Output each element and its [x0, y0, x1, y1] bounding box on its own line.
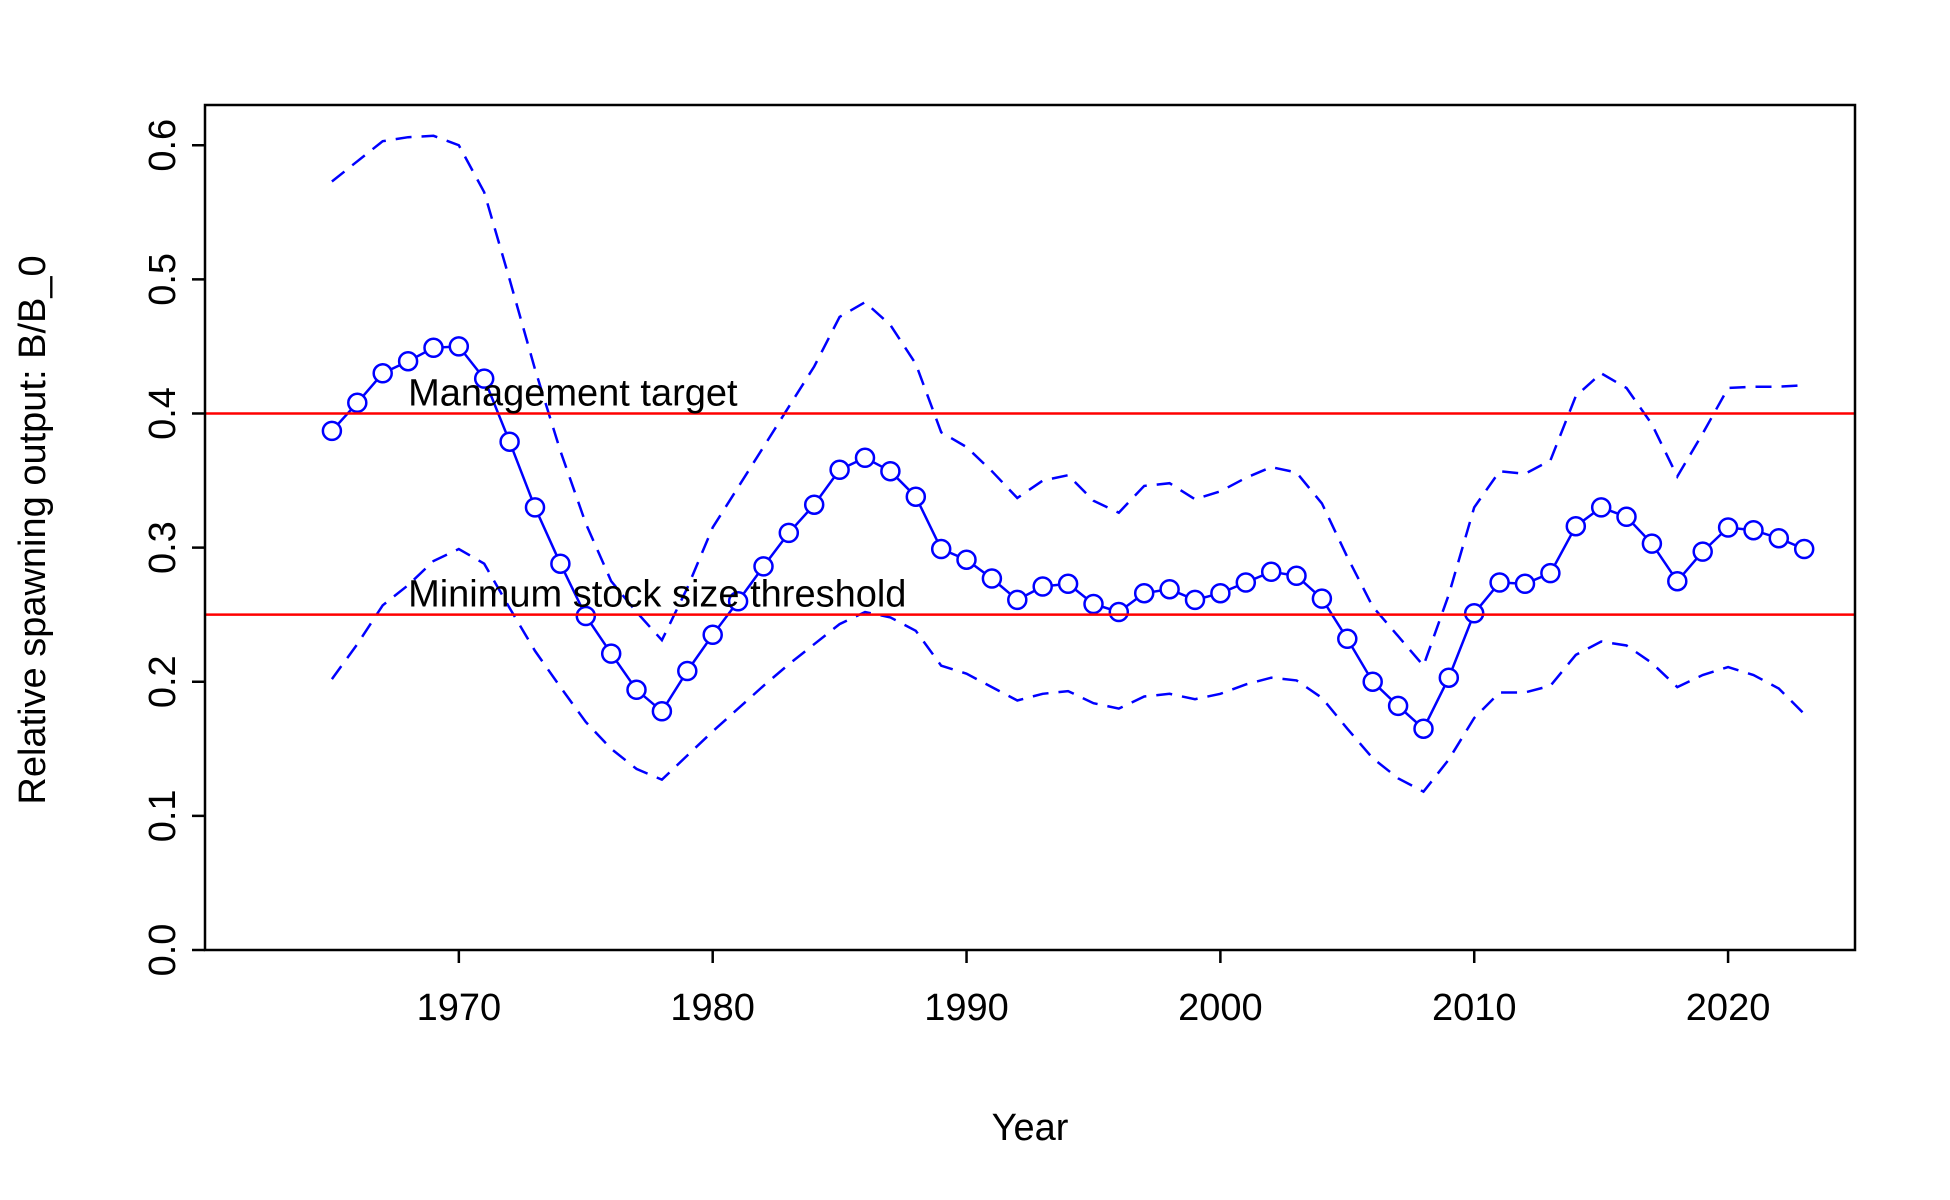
data-point [1667, 570, 1688, 592]
x-tick-label: 1990 [924, 987, 1009, 1029]
data-point [1159, 578, 1180, 600]
data-point [854, 447, 876, 469]
data-point [1540, 562, 1561, 584]
data-point [651, 701, 673, 722]
data-point [677, 660, 698, 682]
data-point [1743, 519, 1764, 541]
data-point [473, 368, 495, 389]
x-tick-label: 1980 [670, 987, 755, 1029]
data-point [1413, 718, 1434, 739]
data-point [905, 486, 927, 507]
axes: 1970 1980 1990 2000 2010 2020 0.0 0.1 0.2 0.3 0.4 0… [142, 119, 1770, 1029]
y-tick-label: 0.0 [142, 924, 184, 977]
data-point [880, 460, 901, 482]
x-tick-label: 2020 [1686, 987, 1771, 1029]
data-point [524, 497, 546, 518]
data-point [448, 336, 470, 357]
data-point [1184, 589, 1206, 611]
data-point [956, 549, 977, 570]
y-tick-label: 0.2 [142, 655, 184, 708]
y-tick-label: 0.4 [142, 387, 184, 440]
data-point [1565, 515, 1587, 537]
x-tick-label: 1970 [417, 987, 502, 1029]
data-point [1007, 589, 1028, 611]
data-point [702, 624, 723, 646]
data-point [1235, 572, 1257, 593]
y-tick-label: 0.5 [142, 253, 184, 306]
data-point [1793, 538, 1815, 560]
data-point [1210, 582, 1231, 604]
data-point [1438, 667, 1460, 688]
data-point [626, 679, 647, 701]
data-point [1032, 576, 1053, 597]
data-point [753, 556, 774, 577]
data-point [1260, 561, 1282, 583]
threshold-label: Minimum stock size threshold [408, 574, 906, 616]
data-point [930, 538, 952, 560]
data-point [1311, 588, 1333, 609]
data-point [778, 522, 800, 544]
data-point [1337, 628, 1358, 650]
plot-area: Management target Minimum stock size thre… [205, 134, 1855, 794]
data-point [1590, 497, 1612, 518]
data-point [600, 643, 622, 664]
data-point [1387, 695, 1409, 717]
data-point [347, 392, 368, 414]
data-point [575, 605, 597, 627]
data-point [423, 337, 444, 359]
data-point [1692, 541, 1713, 562]
data-point [1362, 671, 1383, 692]
data-point [1717, 517, 1739, 538]
y-tick-label: 0.1 [142, 789, 184, 842]
data-point [1286, 565, 1307, 587]
data-point [321, 420, 343, 442]
data-point [829, 459, 850, 481]
data-point [727, 591, 749, 612]
data-point [550, 553, 571, 574]
data-point [1641, 533, 1663, 554]
data-point [372, 363, 393, 384]
data-point [1133, 582, 1155, 604]
data-point [1108, 601, 1130, 623]
y-tick-label: 0.3 [142, 521, 184, 574]
x-tick-label: 2010 [1432, 987, 1517, 1029]
data-point [1768, 527, 1790, 549]
plot-frame [203, 103, 1857, 952]
data-point [1057, 573, 1079, 595]
x-axis-label: Year [992, 1107, 1069, 1149]
y-axis-label: Relative spawning output: B/B_0 [12, 255, 54, 804]
data-point [397, 350, 419, 372]
management-target-label: Management target [408, 372, 738, 414]
y-tick-label: 0.6 [142, 119, 184, 172]
lower-interval-line [330, 547, 1806, 794]
data-point [1489, 572, 1510, 593]
data-point [499, 431, 520, 452]
data-point [1514, 573, 1536, 595]
data-point [803, 494, 825, 515]
data-point [1463, 603, 1485, 624]
data-point [981, 568, 1003, 589]
x-tick-label: 2000 [1178, 987, 1263, 1029]
data-point [1083, 593, 1104, 615]
data-point [1616, 506, 1637, 528]
